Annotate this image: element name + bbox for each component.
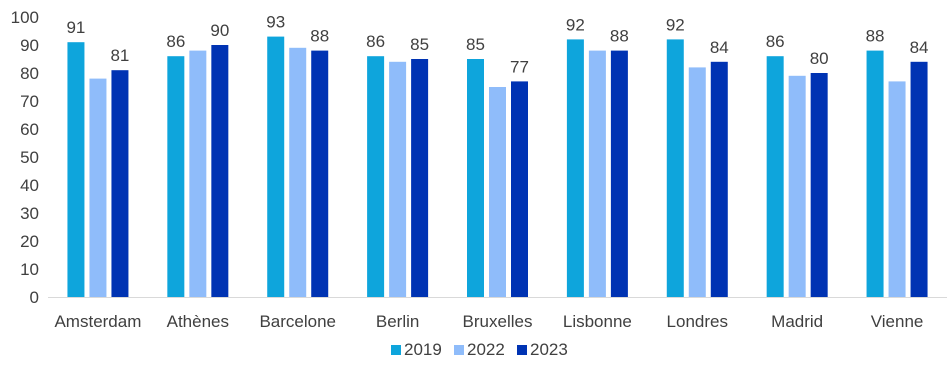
bar-2019-amsterdam: [67, 42, 85, 298]
data-label: 80: [810, 49, 829, 68]
data-label: 85: [466, 35, 485, 54]
bar-2022-madrid: [788, 75, 806, 297]
legend-label: 2019: [404, 340, 442, 359]
data-label: 86: [166, 32, 185, 51]
x-category-label: Vienne: [871, 312, 924, 331]
data-label: 81: [110, 46, 129, 65]
data-label: 85: [410, 35, 429, 54]
bar-2019-barcelone: [267, 36, 285, 297]
data-label: 86: [766, 32, 785, 51]
x-category-label: Lisbonne: [563, 312, 632, 331]
legend: 2019 2022 2023: [391, 340, 568, 359]
y-tick-label: 40: [20, 176, 39, 195]
bar-2023-amsterdam: [111, 70, 129, 297]
bars: [67, 36, 928, 298]
data-label: 92: [566, 15, 585, 34]
bar-2023-barcelone: [311, 50, 329, 297]
x-category-label: Berlin: [376, 312, 419, 331]
y-tick-label: 20: [20, 232, 39, 251]
y-axis-ticks: 0 10 20 30 40 50 60 70 80 90 100: [11, 8, 39, 307]
bar-2022-barcelone: [289, 47, 307, 297]
y-tick-label: 10: [20, 260, 39, 279]
y-tick-label: 90: [20, 36, 39, 55]
y-tick-label: 100: [11, 8, 39, 27]
data-label: 93: [266, 13, 285, 32]
x-category-label: Barcelone: [259, 312, 336, 331]
x-axis-categories: Amsterdam Athènes Barcelone Berlin Bruxelles…: [54, 312, 923, 331]
data-label: 91: [66, 18, 85, 37]
y-tick-label: 30: [20, 204, 39, 223]
bar-2022-amsterdam: [89, 78, 107, 297]
data-label: 90: [210, 21, 229, 40]
x-category-label: Londres: [667, 312, 728, 331]
data-label: 86: [366, 32, 385, 51]
data-label: 77: [510, 57, 529, 76]
legend-label: 2023: [530, 340, 568, 359]
legend-label: 2022: [467, 340, 505, 359]
x-category-label: Athènes: [167, 312, 229, 331]
bar-2023-lisbonne: [610, 50, 628, 297]
bar-2022-lisbonne: [588, 50, 606, 297]
x-category-label: Bruxelles: [463, 312, 533, 331]
data-label: 88: [610, 27, 629, 46]
bar-2023-bruxelles: [511, 81, 528, 298]
bar-2019-londres: [666, 39, 684, 298]
bar-2022-bruxelles: [489, 87, 506, 297]
bar-2023-londres: [710, 61, 728, 297]
y-tick-label: 0: [30, 288, 39, 307]
data-labels: 91 81 86 90 93 88 86 85 85 77 92 88 92 84 86 80 88 84: [66, 13, 928, 77]
data-label: 84: [710, 38, 729, 57]
legend-swatch: [517, 345, 527, 355]
bar-2019-bruxelles: [467, 59, 484, 297]
legend-swatch: [391, 345, 401, 355]
bar-2023-vienne: [910, 61, 928, 297]
y-tick-label: 60: [20, 120, 39, 139]
y-tick-label: 80: [20, 64, 39, 83]
legend-swatch: [454, 345, 464, 355]
bar-2022-londres: [688, 67, 706, 298]
y-tick-label: 50: [20, 148, 39, 167]
x-category-label: Madrid: [771, 312, 823, 331]
bar-2019-athènes: [167, 56, 185, 298]
bar-2019-vienne: [866, 50, 884, 297]
y-tick-label: 70: [20, 92, 39, 111]
bar-2023-berlin: [411, 59, 429, 297]
bar-2019-lisbonne: [566, 39, 584, 298]
data-label: 88: [310, 27, 329, 46]
bar-2019-madrid: [766, 56, 784, 298]
x-category-label: Amsterdam: [54, 312, 141, 331]
bar-2019-berlin: [367, 56, 385, 298]
bar-2023-madrid: [810, 73, 828, 297]
data-label: 92: [666, 15, 685, 34]
data-label: 84: [910, 38, 929, 57]
bar-2023-athènes: [211, 45, 229, 297]
bar-2022-vienne: [888, 81, 906, 298]
bar-2022-athènes: [189, 50, 207, 297]
bar-2022-berlin: [389, 61, 407, 297]
data-label: 88: [866, 27, 885, 46]
